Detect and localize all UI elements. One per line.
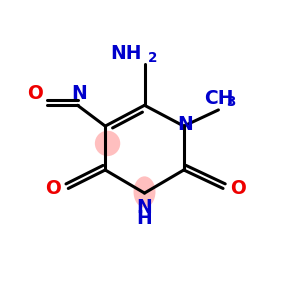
Ellipse shape bbox=[134, 176, 155, 208]
Text: NH: NH bbox=[111, 44, 142, 63]
Text: N: N bbox=[136, 198, 152, 217]
Text: 3: 3 bbox=[226, 95, 236, 110]
Text: N: N bbox=[177, 116, 193, 134]
Text: H: H bbox=[136, 209, 152, 228]
Ellipse shape bbox=[95, 131, 120, 156]
Text: 2: 2 bbox=[148, 51, 157, 65]
Text: O: O bbox=[27, 84, 43, 103]
Text: O: O bbox=[46, 179, 62, 198]
Text: O: O bbox=[230, 179, 246, 198]
Text: CH: CH bbox=[204, 88, 233, 108]
Text: N: N bbox=[71, 84, 87, 103]
